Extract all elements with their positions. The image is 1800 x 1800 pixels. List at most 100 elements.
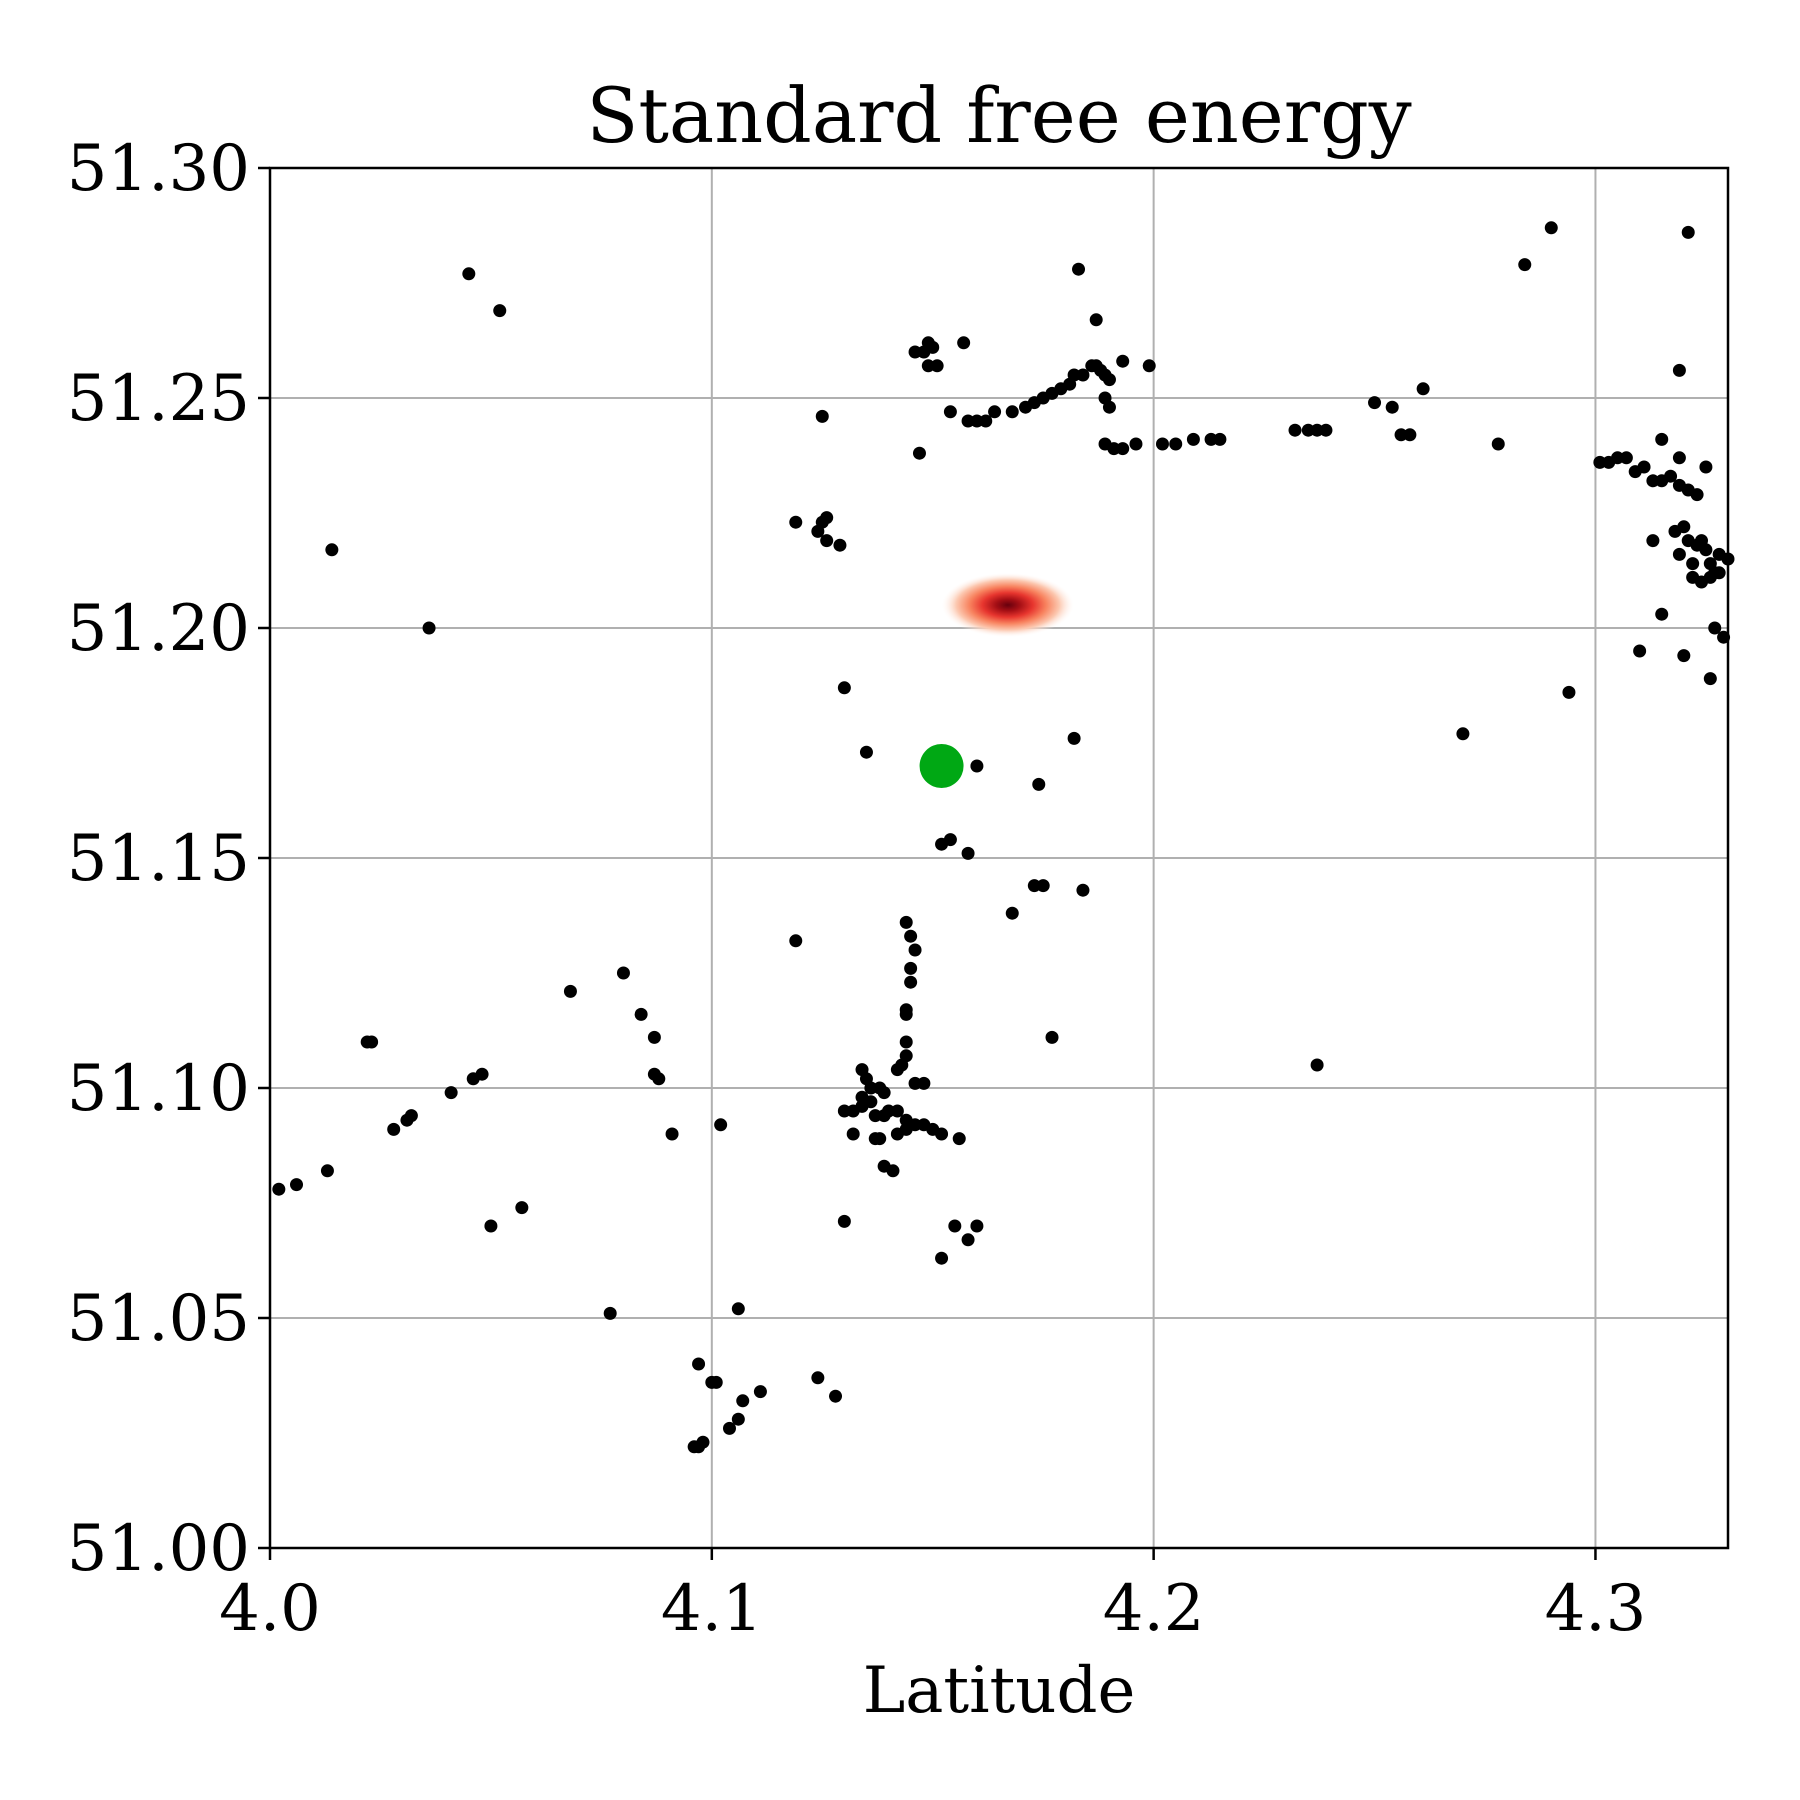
density-peak bbox=[941, 573, 1074, 637]
data-point bbox=[1637, 460, 1651, 474]
data-point bbox=[722, 1421, 736, 1435]
data-point bbox=[820, 511, 834, 525]
data-point bbox=[904, 961, 918, 975]
data-point bbox=[1319, 423, 1333, 437]
data-point bbox=[833, 538, 847, 552]
data-point bbox=[1712, 566, 1726, 580]
data-point bbox=[1681, 225, 1695, 239]
data-point bbox=[1310, 1058, 1324, 1072]
data-point bbox=[886, 1164, 900, 1178]
data-point bbox=[948, 1219, 962, 1233]
y-tick-label: 51.15 bbox=[67, 822, 250, 896]
data-point bbox=[877, 1086, 891, 1100]
data-point bbox=[1646, 534, 1660, 548]
data-point bbox=[404, 1109, 418, 1123]
data-point bbox=[1664, 469, 1678, 483]
data-point bbox=[696, 1435, 710, 1449]
data-point bbox=[603, 1306, 617, 1320]
data-point bbox=[1186, 432, 1200, 446]
data-point bbox=[789, 934, 803, 948]
data-point bbox=[988, 405, 1002, 419]
data-point bbox=[709, 1375, 723, 1389]
data-point bbox=[1562, 685, 1576, 699]
data-point bbox=[1633, 644, 1647, 658]
chart-title: Standard free energy bbox=[586, 71, 1411, 160]
data-point bbox=[908, 943, 922, 957]
data-point bbox=[1045, 1030, 1059, 1044]
data-point bbox=[365, 1035, 379, 1049]
data-point bbox=[811, 1371, 825, 1385]
data-point bbox=[325, 543, 339, 557]
x-tick-label: 4.2 bbox=[1103, 1572, 1205, 1646]
data-point bbox=[1385, 400, 1399, 414]
data-point bbox=[930, 359, 944, 373]
data-point bbox=[935, 1251, 949, 1265]
data-point bbox=[837, 1214, 851, 1228]
data-point bbox=[652, 1072, 666, 1086]
data-point bbox=[422, 621, 436, 635]
data-point bbox=[1129, 437, 1143, 451]
data-point bbox=[272, 1182, 286, 1196]
x-axis-label: Latitude bbox=[863, 1654, 1136, 1728]
data-point bbox=[1116, 442, 1130, 456]
data-point bbox=[957, 336, 971, 350]
data-point bbox=[859, 745, 873, 759]
data-point bbox=[1067, 731, 1081, 745]
data-point bbox=[1102, 400, 1116, 414]
data-point bbox=[1416, 382, 1430, 396]
data-point bbox=[1102, 373, 1116, 387]
data-point bbox=[837, 681, 851, 695]
data-point bbox=[1672, 451, 1686, 465]
data-point bbox=[1703, 672, 1717, 686]
data-point bbox=[899, 915, 913, 929]
data-point bbox=[387, 1122, 401, 1136]
data-point bbox=[820, 534, 834, 548]
data-point bbox=[320, 1164, 334, 1178]
data-point bbox=[1368, 396, 1382, 410]
data-point bbox=[952, 1132, 966, 1146]
axis-ticks: 4.0 4.1 4.2 4.3 51.00 51.05 51.10 51.15 51.20 51.… bbox=[67, 132, 1647, 1646]
x-tick-label: 4.3 bbox=[1545, 1572, 1647, 1646]
data-point bbox=[979, 414, 993, 428]
data-point bbox=[829, 1389, 843, 1403]
data-point bbox=[1142, 359, 1156, 373]
highlight-point bbox=[919, 744, 964, 788]
y-tick-label: 51.25 bbox=[67, 362, 250, 436]
data-point bbox=[1005, 906, 1019, 920]
data-point bbox=[1213, 432, 1227, 446]
data-point bbox=[475, 1067, 489, 1081]
data-point bbox=[1456, 727, 1470, 741]
data-point bbox=[290, 1178, 304, 1192]
data-point bbox=[563, 984, 577, 998]
data-point bbox=[731, 1302, 745, 1316]
data-point bbox=[1699, 460, 1713, 474]
data-point bbox=[1672, 363, 1686, 377]
data-point bbox=[855, 1099, 869, 1113]
data-point bbox=[904, 975, 918, 989]
data-point bbox=[484, 1219, 498, 1233]
data-point bbox=[1116, 354, 1130, 368]
data-point bbox=[1619, 451, 1633, 465]
y-tick-label: 51.20 bbox=[67, 592, 250, 666]
data-point bbox=[1544, 221, 1558, 235]
data-point bbox=[943, 833, 957, 847]
data-point bbox=[1677, 649, 1691, 663]
data-point bbox=[917, 1076, 931, 1090]
x-tick-label: 4.0 bbox=[219, 1572, 321, 1646]
data-point bbox=[714, 1118, 728, 1132]
data-point bbox=[731, 1412, 745, 1426]
data-point bbox=[873, 1132, 887, 1146]
data-point bbox=[890, 1104, 904, 1118]
data-point bbox=[1708, 621, 1722, 635]
y-tick-label: 51.30 bbox=[67, 132, 250, 206]
data-point bbox=[736, 1394, 750, 1408]
data-point bbox=[890, 1063, 904, 1077]
data-point bbox=[515, 1201, 529, 1215]
data-point bbox=[899, 1007, 913, 1021]
data-point bbox=[904, 929, 918, 943]
data-point bbox=[1655, 432, 1669, 446]
data-point bbox=[493, 304, 507, 318]
data-point bbox=[444, 1086, 458, 1100]
data-point bbox=[1005, 405, 1019, 419]
